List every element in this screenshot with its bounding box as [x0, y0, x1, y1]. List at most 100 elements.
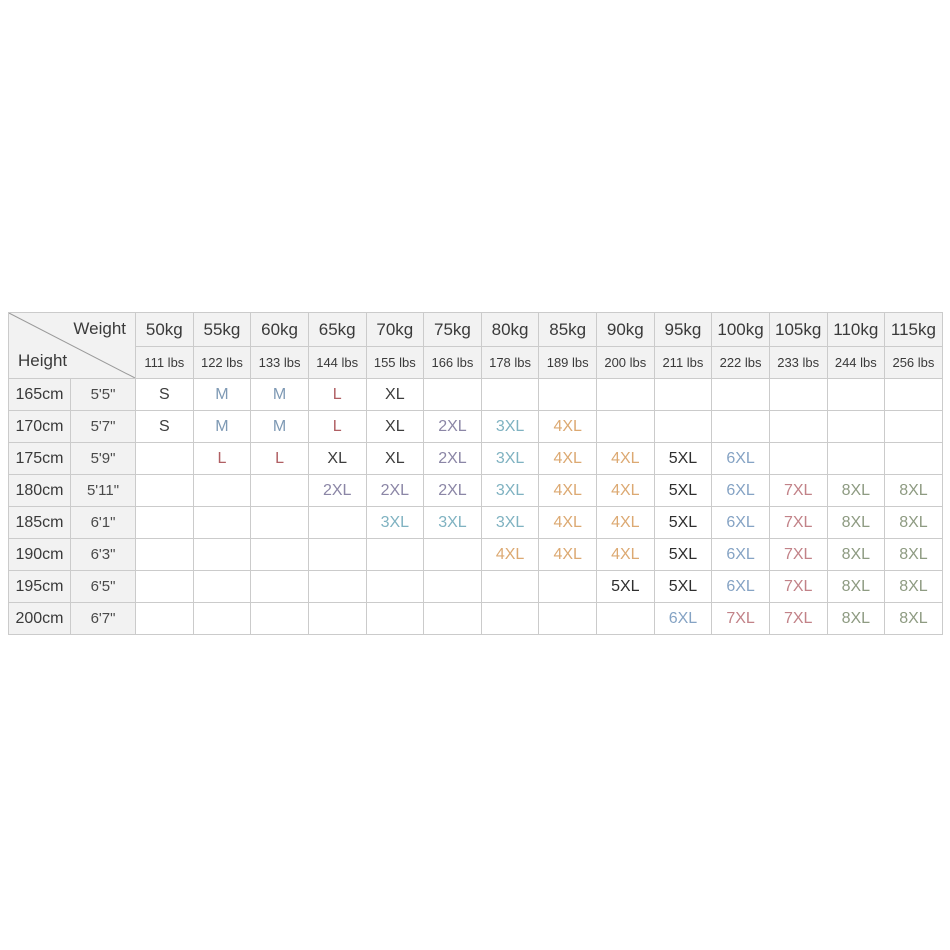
size-cell: 4XL [596, 538, 655, 571]
weight-lbs-header: 122 lbs [192, 346, 252, 379]
size-cell [135, 538, 194, 571]
size-cell [538, 602, 597, 635]
height-row: 165cm 5'5" S M M L XL [8, 378, 943, 411]
size-cell: 8XL [826, 506, 886, 539]
weight-kg-header: 85kg [538, 312, 597, 347]
size-cell: 8XL [826, 570, 886, 603]
size-cell: XL [365, 410, 425, 443]
size-cell [596, 602, 655, 635]
size-cell [538, 570, 597, 603]
size-cell [653, 378, 713, 411]
size-cell [250, 602, 309, 635]
size-cell [250, 538, 309, 571]
weight-lbs-header: 111 lbs [135, 346, 194, 379]
height-ft-label: 6'3" [70, 538, 136, 571]
height-ft-label: 5'11" [70, 474, 136, 507]
size-cell [826, 378, 886, 411]
size-cell [711, 378, 770, 411]
weight-kg-header: 90kg [596, 312, 655, 347]
size-cell [307, 570, 367, 603]
size-cell [250, 474, 309, 507]
size-cell [480, 570, 540, 603]
size-cell: 3XL [480, 506, 540, 539]
size-cell [307, 538, 367, 571]
weight-kg-header: 100kg [711, 312, 770, 347]
weight-kg-header: 60kg [250, 312, 309, 347]
size-cell [423, 538, 482, 571]
size-cell: 4XL [596, 442, 655, 475]
size-cell: L [307, 378, 367, 411]
size-cell [365, 602, 425, 635]
size-cell: 8XL [884, 602, 943, 635]
size-cell: 6XL [653, 602, 713, 635]
size-cell: 3XL [365, 506, 425, 539]
size-cell [135, 602, 194, 635]
size-cell [884, 378, 943, 411]
height-cm-label: 165cm [8, 378, 71, 411]
weight-lbs-header: 155 lbs [365, 346, 425, 379]
size-cell: 5XL [596, 570, 655, 603]
size-cell [192, 570, 252, 603]
size-cell: 6XL [711, 538, 770, 571]
size-cell: 4XL [538, 410, 597, 443]
weight-kg-header: 75kg [423, 312, 482, 347]
size-cell: 4XL [596, 506, 655, 539]
weight-kg-header: 50kg [135, 312, 194, 347]
table-body: 165cm 5'5" S M M L XL 170cm 5'7" S M M L XL 2XL 3XL 4XL 1… [8, 378, 943, 635]
size-cell: 7XL [768, 570, 828, 603]
height-row: 190cm 6'3" 4XL 4XL 4XL 5XL 6XL 7XL 8XL 8XL [8, 538, 943, 571]
height-cm-label: 195cm [8, 570, 71, 603]
size-cell: 3XL [480, 442, 540, 475]
size-cell: 8XL [826, 538, 886, 571]
size-cell [365, 538, 425, 571]
size-cell: 7XL [768, 506, 828, 539]
size-cell [826, 410, 886, 443]
size-cell: 7XL [768, 602, 828, 635]
height-cm-label: 185cm [8, 506, 71, 539]
size-cell: 5XL [653, 442, 713, 475]
size-cell [135, 442, 194, 475]
height-ft-label: 6'1" [70, 506, 136, 539]
weight-header-row: Weight Height 50kg 55kg 60kg 65kg 70kg 75kg 80… [8, 312, 943, 379]
size-cell: 6XL [711, 570, 770, 603]
size-cell [135, 570, 194, 603]
size-cell: 4XL [538, 442, 597, 475]
weight-lbs-header: 189 lbs [538, 346, 597, 379]
size-cell [423, 378, 482, 411]
lbs-header-row: 111 lbs 122 lbs 133 lbs 144 lbs 155 lbs 166 l… [9, 346, 943, 379]
size-cell: M [250, 378, 309, 411]
size-cell: XL [307, 442, 367, 475]
size-cell [480, 378, 540, 411]
height-row: 180cm 5'11" 2XL 2XL 2XL 3XL 4XL 4XL 5XL 6XL 7XL 8XL… [8, 474, 943, 507]
height-row: 200cm 6'7" 6XL 7XL 7XL 8XL 8XL [8, 602, 943, 635]
weight-lbs-header: 211 lbs [653, 346, 713, 379]
size-cell [192, 538, 252, 571]
size-cell: 8XL [884, 570, 943, 603]
size-cell [826, 442, 886, 475]
size-cell [768, 442, 828, 475]
weight-lbs-header: 200 lbs [596, 346, 655, 379]
weight-kg-header: 65kg [307, 312, 367, 347]
weight-lbs-header: 166 lbs [423, 346, 482, 379]
size-cell: 2XL [423, 442, 482, 475]
size-cell: 6XL [711, 442, 770, 475]
height-row: 170cm 5'7" S M M L XL 2XL 3XL 4XL [8, 410, 943, 443]
size-cell: 2XL [307, 474, 367, 507]
weight-lbs-header: 222 lbs [711, 346, 770, 379]
size-cell: 8XL [826, 474, 886, 507]
size-cell [596, 378, 655, 411]
height-cm-label: 175cm [8, 442, 71, 475]
size-cell: 4XL [538, 474, 597, 507]
weight-lbs-header: 133 lbs [250, 346, 309, 379]
size-cell: 7XL [711, 602, 770, 635]
height-cm-label: 170cm [8, 410, 71, 443]
size-cell: 8XL [826, 602, 886, 635]
size-cell: 2XL [423, 474, 482, 507]
height-ft-label: 5'9" [70, 442, 136, 475]
size-cell: 8XL [884, 506, 943, 539]
size-cell [711, 410, 770, 443]
size-cell [884, 442, 943, 475]
size-cell: M [192, 378, 252, 411]
size-cell [135, 506, 194, 539]
size-cell: 2XL [423, 410, 482, 443]
